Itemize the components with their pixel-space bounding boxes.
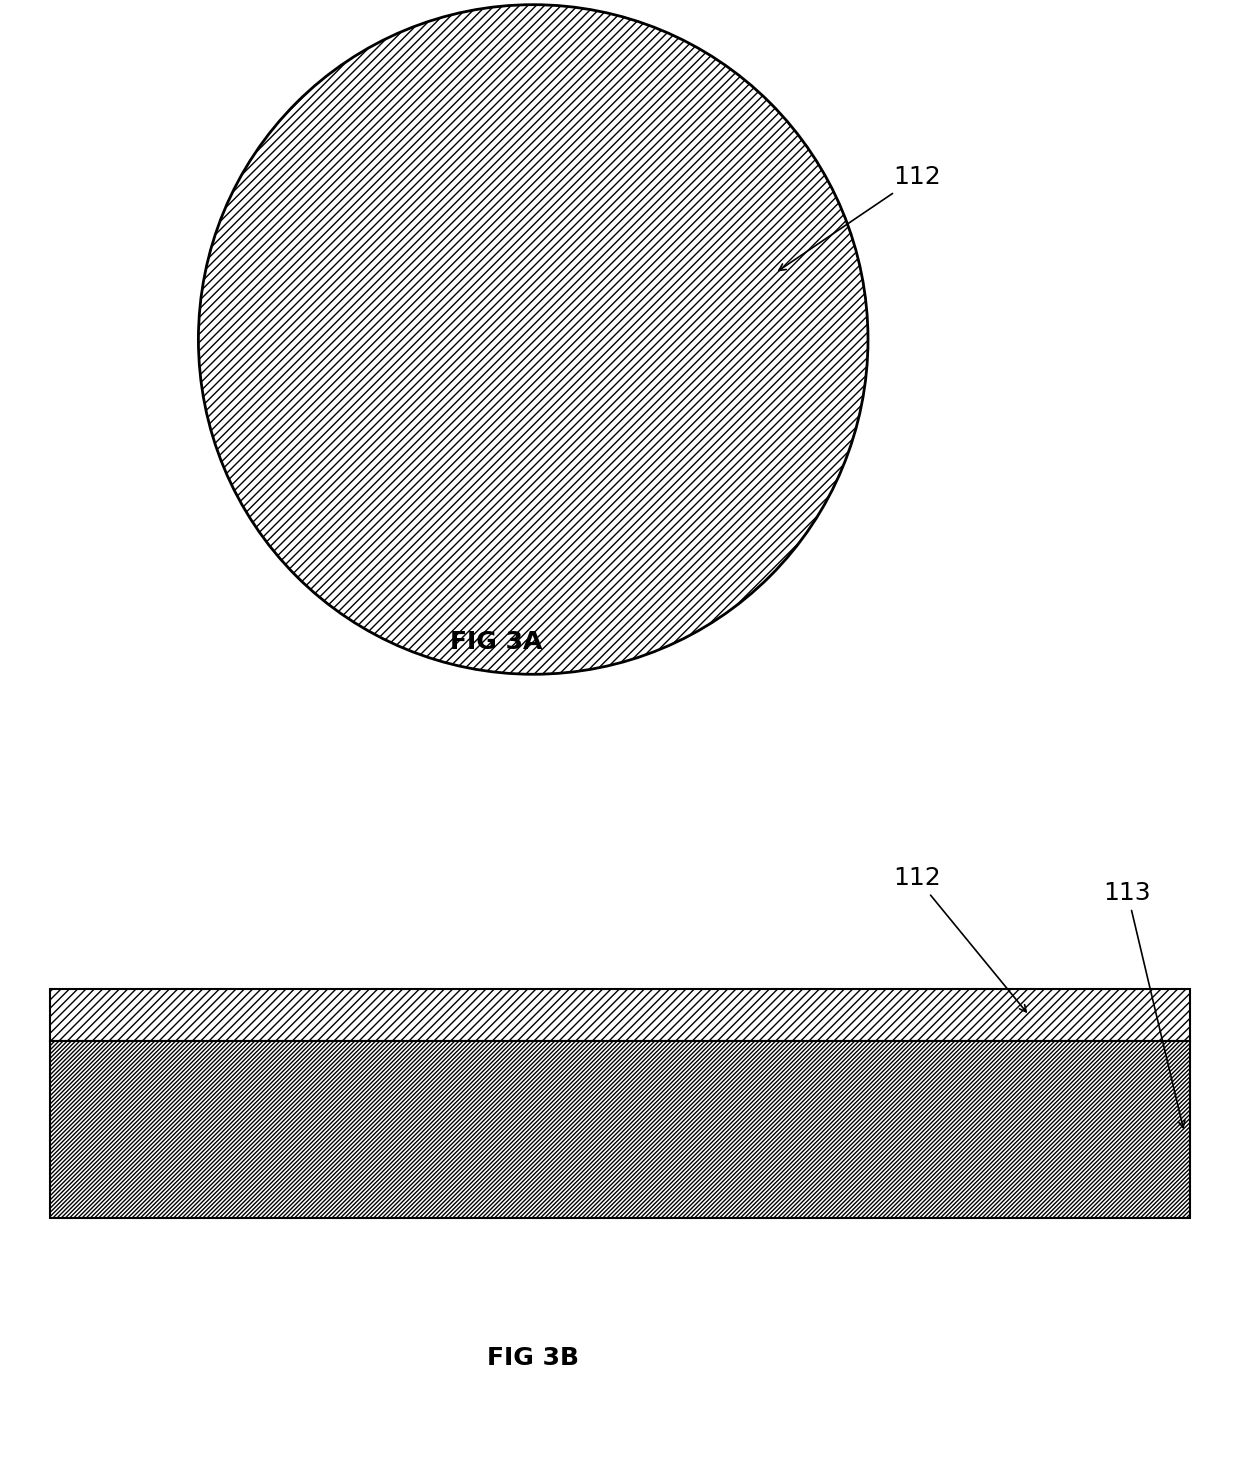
Ellipse shape bbox=[198, 4, 868, 675]
Text: FIG 3B: FIG 3B bbox=[487, 1346, 579, 1370]
Bar bbox=[50, 1041, 1190, 1218]
Bar bbox=[50, 989, 1190, 1041]
Text: 112: 112 bbox=[893, 866, 1027, 1013]
Text: 113: 113 bbox=[1104, 881, 1185, 1128]
Text: FIG 3A: FIG 3A bbox=[450, 630, 542, 654]
Text: 112: 112 bbox=[779, 165, 941, 270]
